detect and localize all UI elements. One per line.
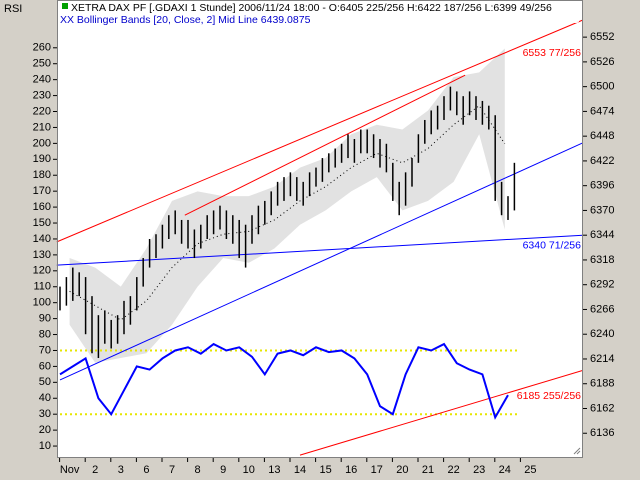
y-tick-label: 30 (39, 408, 51, 420)
x-tick-label: 2 (92, 464, 98, 476)
y2-tick-label: 6266 (590, 303, 614, 315)
bollinger-band (69, 48, 505, 363)
y-tick-label: 240 (33, 74, 51, 86)
indicator-label: XX Bollinger Bands [20, Close, 2] Mid Li… (60, 14, 311, 26)
y-tick-label: 220 (33, 105, 51, 117)
y-tick-label: 50 (39, 376, 51, 388)
y-tick-label: 200 (33, 137, 51, 149)
y2-tick-label: 6240 (590, 328, 614, 340)
x-tick-label: 3 (118, 464, 124, 476)
bollinger-mid (69, 104, 506, 321)
y2-tick-label: 6214 (590, 353, 614, 365)
x-tick-label: 14 (294, 464, 306, 476)
y-tick-label: 140 (33, 233, 51, 245)
y-tick-label: 90 (39, 313, 51, 325)
x-tick-label: 23 (473, 464, 485, 476)
chart-title: XETRA DAX PF [.GDAXI 1 Stunde] 2006/11/2… (71, 2, 552, 14)
y2-tick-label: 6552 (590, 31, 614, 43)
y-tick-label: 230 (33, 89, 51, 101)
x-tick-label: 8 (195, 464, 201, 476)
y-tick-label: 250 (33, 58, 51, 70)
y-tick-label: 180 (33, 169, 51, 181)
y2-tick-label: 6136 (590, 427, 614, 439)
y2-tick-label: 6318 (590, 254, 614, 266)
y-tick-label: 20 (39, 424, 51, 436)
y-tick-label: 70 (39, 344, 51, 356)
y2-tick-label: 6344 (590, 229, 614, 241)
trend-line (56, 234, 583, 266)
y2-tick-label: 6292 (590, 279, 614, 291)
trend-label: 6553 77/256 (523, 47, 582, 59)
trend-line (56, 19, 584, 243)
y2-tick-label: 6188 (590, 378, 614, 390)
y2-tick-label: 6162 (590, 402, 614, 414)
x-tick-label: 21 (422, 464, 434, 476)
y2-tick-label: 6448 (590, 130, 614, 142)
y-tick-label: 260 (33, 42, 51, 54)
y2-tick-label: 6370 (590, 204, 614, 216)
x-tick-label: 9 (220, 464, 226, 476)
resize-grip (573, 447, 581, 455)
y2-tick-label: 6422 (590, 155, 614, 167)
y-tick-label: 80 (39, 328, 51, 340)
x-tick-label: 7 (169, 464, 175, 476)
x-tick-label: 17 (371, 464, 383, 476)
rsi-line (59, 342, 509, 420)
y-tick-label: 150 (33, 217, 51, 229)
legend-icon (62, 3, 68, 9)
x-tick-label: 24 (499, 464, 511, 476)
x-tick-label: 15 (319, 464, 331, 476)
trend-label: 6340 71/256 (523, 240, 582, 252)
trend-line (299, 369, 584, 456)
y-tick-label: 190 (33, 153, 51, 165)
x-tick-label: 22 (447, 464, 459, 476)
x-tick-label: 16 (345, 464, 357, 476)
y-tick-label: 60 (39, 360, 51, 372)
trend-label: 6185 255/256 (517, 390, 581, 402)
plot-layer: 6553 77/256 6340 71/256 6185 255/256 (56, 19, 584, 456)
y-tick-label: 130 (33, 249, 51, 261)
indicator-values: Upper Band 6520.725592 Lower Band 6357.4… (312, 14, 580, 26)
y2-tick-label: 6474 (590, 105, 614, 117)
y2-tick-label: 6500 (590, 81, 614, 93)
y-tick-label: 120 (33, 265, 51, 277)
trend-line (184, 74, 466, 216)
y-tick-label: 210 (33, 121, 51, 133)
y-tick-label: 170 (33, 185, 51, 197)
x-tick-label: 13 (268, 464, 280, 476)
x-tick-label: 6 (143, 464, 149, 476)
y-tick-label: 10 (39, 440, 51, 452)
y2-tick-label: 6396 (590, 180, 614, 192)
x-tick-label: 25 (524, 464, 536, 476)
y-tick-label: 160 (33, 201, 51, 213)
x-tick-label: 20 (396, 464, 408, 476)
y2-tick-label: 6526 (590, 56, 614, 68)
y-tick-label: 110 (33, 281, 51, 293)
y-tick-label: 100 (33, 297, 51, 309)
x-tick-label: 10 (243, 464, 255, 476)
panel-label: RSI (4, 3, 22, 15)
plot-border (57, 0, 583, 458)
x-tick-label: Nov (60, 464, 80, 476)
y-tick-label: 40 (39, 392, 51, 404)
